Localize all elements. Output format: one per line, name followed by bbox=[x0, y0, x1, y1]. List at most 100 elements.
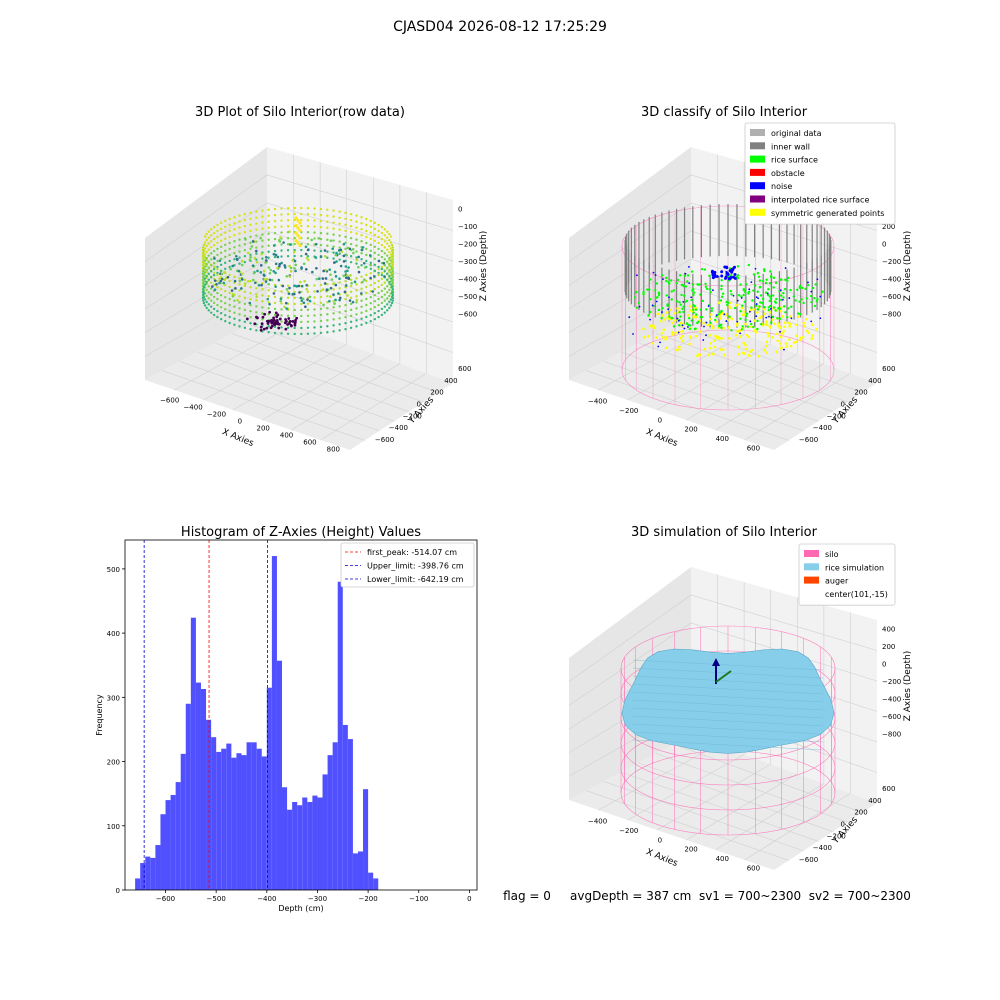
x-tick-label: 400 bbox=[280, 432, 293, 440]
grid-line bbox=[232, 333, 424, 403]
data-point bbox=[386, 230, 389, 233]
data-point bbox=[210, 264, 213, 267]
data-point bbox=[202, 246, 205, 249]
data-point bbox=[288, 230, 291, 233]
symmetric-point bbox=[811, 334, 814, 337]
rice-surface-point bbox=[691, 283, 695, 286]
data-point bbox=[267, 250, 270, 253]
data-point bbox=[293, 308, 296, 312]
data-point bbox=[319, 313, 323, 317]
data-point bbox=[224, 267, 227, 271]
data-point bbox=[251, 240, 255, 243]
data-point bbox=[291, 292, 295, 296]
data-point bbox=[235, 258, 239, 261]
data-point bbox=[202, 264, 205, 267]
data-point bbox=[349, 314, 353, 318]
symmetric-point bbox=[661, 335, 665, 339]
data-point bbox=[319, 231, 323, 235]
symmetric-point bbox=[740, 306, 744, 310]
panel-classify-3d: −400−2000200400600−600−400−2000200400600… bbox=[568, 105, 913, 452]
data-point bbox=[377, 259, 381, 263]
data-point bbox=[373, 245, 377, 249]
data-point bbox=[282, 241, 285, 244]
rice-surface-point bbox=[667, 281, 670, 284]
x-tick-label: −600 bbox=[156, 895, 175, 903]
data-point bbox=[338, 298, 341, 302]
data-point bbox=[388, 294, 391, 298]
symmetric-point bbox=[737, 345, 740, 349]
data-point bbox=[267, 244, 270, 247]
symmetric-point bbox=[764, 344, 768, 348]
noise-point bbox=[724, 275, 728, 279]
y-tick-label: 200 bbox=[854, 809, 867, 817]
data-point bbox=[300, 299, 304, 303]
data-point bbox=[365, 217, 368, 221]
data-point bbox=[202, 270, 205, 273]
symmetric-point bbox=[780, 332, 784, 335]
data-point bbox=[240, 272, 244, 276]
data-point bbox=[261, 306, 264, 309]
data-point bbox=[319, 219, 323, 223]
histogram-bar bbox=[190, 617, 196, 890]
rice-surface-point bbox=[757, 275, 761, 278]
noise-point bbox=[702, 339, 705, 341]
rice-surface-point bbox=[782, 305, 786, 308]
data-point bbox=[210, 228, 213, 231]
data-point bbox=[380, 273, 384, 277]
noise-point bbox=[726, 272, 730, 276]
symmetric-point bbox=[763, 348, 767, 352]
data-point bbox=[272, 316, 275, 320]
data-point bbox=[280, 320, 283, 323]
data-point bbox=[249, 285, 252, 289]
symmetric-point bbox=[676, 307, 679, 310]
rice-surface-point bbox=[769, 270, 772, 273]
rice-mesh-line bbox=[632, 659, 824, 671]
symmetric-point bbox=[763, 312, 766, 316]
data-point bbox=[306, 332, 310, 336]
rice-surface-point bbox=[642, 292, 645, 296]
data-point bbox=[365, 285, 368, 289]
data-point bbox=[303, 279, 306, 283]
data-point bbox=[388, 244, 391, 248]
data-point bbox=[234, 287, 237, 290]
data-point bbox=[332, 318, 335, 321]
symmetric-point bbox=[778, 326, 782, 329]
histogram-bar bbox=[251, 742, 257, 890]
data-point bbox=[388, 232, 391, 236]
rice-surface-point bbox=[665, 279, 668, 283]
symmetric-point bbox=[724, 313, 728, 316]
symmetric-point bbox=[805, 317, 808, 321]
data-point bbox=[280, 314, 283, 317]
data-point bbox=[293, 284, 296, 288]
rice-surface-point bbox=[767, 308, 771, 312]
data-point bbox=[249, 315, 252, 319]
symmetric-point bbox=[692, 315, 696, 319]
rice-surface-point bbox=[675, 281, 678, 285]
data-point bbox=[255, 293, 258, 296]
data-point bbox=[369, 249, 372, 253]
data-point bbox=[203, 304, 207, 307]
data-point bbox=[255, 234, 258, 237]
data-point bbox=[306, 326, 310, 330]
noise-point bbox=[725, 265, 729, 269]
data-point bbox=[389, 247, 393, 250]
noise-point bbox=[651, 304, 654, 307]
data-point bbox=[256, 269, 259, 273]
data-point bbox=[219, 239, 223, 243]
data-point bbox=[377, 279, 380, 283]
data-point bbox=[352, 251, 355, 255]
symmetric-point bbox=[742, 341, 746, 345]
histogram-bar bbox=[160, 814, 166, 890]
data-point bbox=[294, 223, 298, 228]
data-point bbox=[210, 276, 213, 279]
z-tick-label: −600 bbox=[882, 713, 901, 721]
data-point bbox=[210, 299, 213, 302]
data-point bbox=[213, 288, 217, 292]
data-point bbox=[284, 301, 288, 305]
data-point bbox=[293, 206, 296, 210]
data-point bbox=[219, 293, 223, 297]
data-point bbox=[257, 283, 261, 287]
data-point bbox=[300, 326, 303, 330]
data-point bbox=[233, 311, 236, 314]
data-point bbox=[338, 311, 341, 314]
